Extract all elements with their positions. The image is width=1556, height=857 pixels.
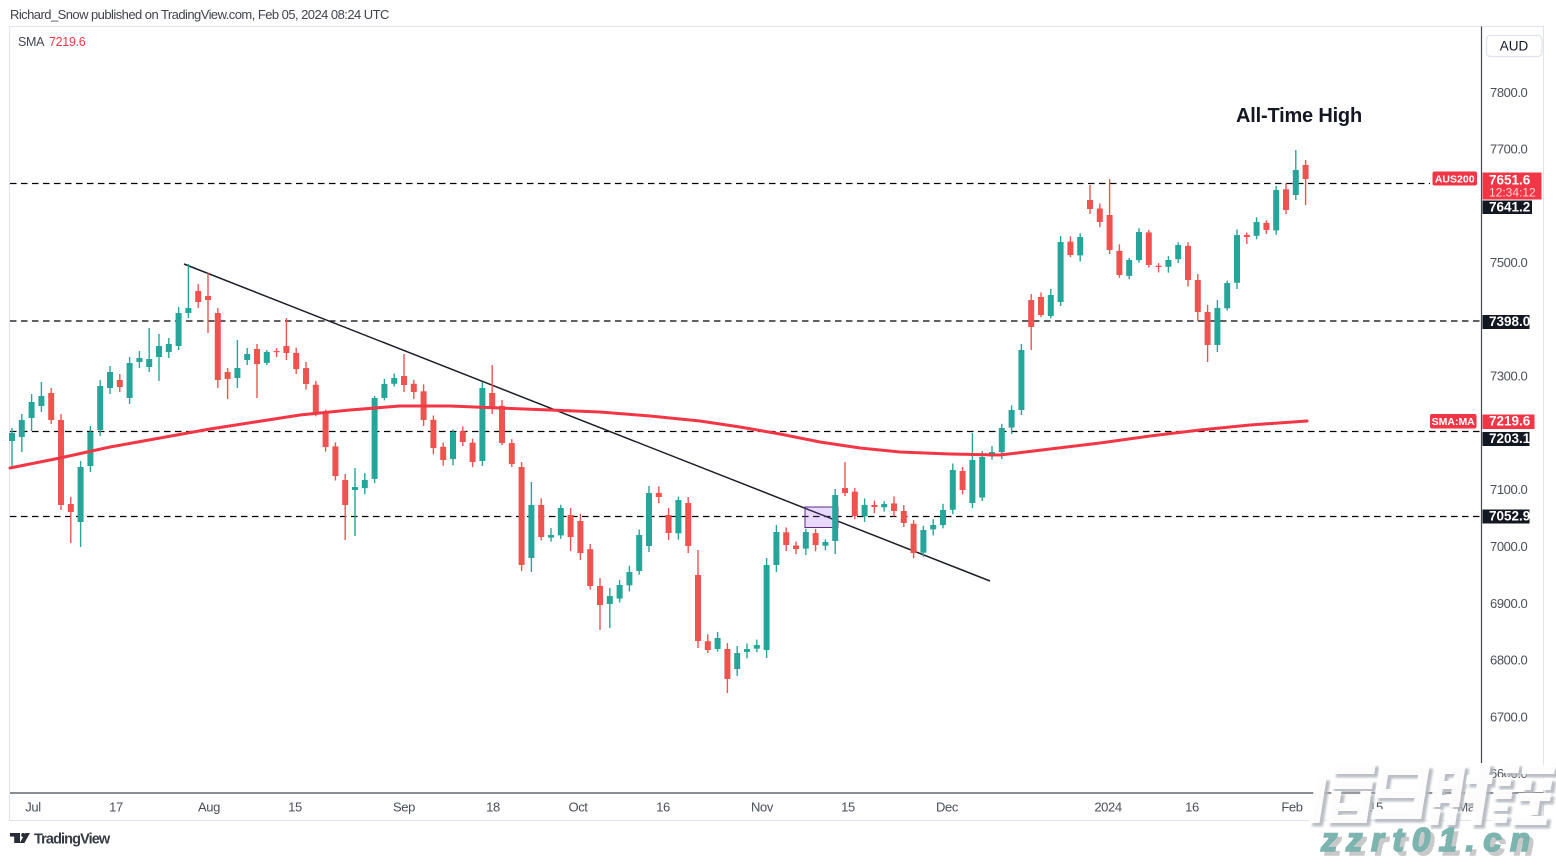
svg-text:zzrt01.cn: zzrt01.cn	[1320, 821, 1539, 857]
svg-text:Jul: Jul	[25, 800, 41, 815]
svg-text:15: 15	[288, 800, 302, 815]
svg-text:7651.6: 7651.6	[1489, 173, 1531, 188]
svg-text:zzrt01.cn: zzrt01.cn	[1324, 825, 1543, 857]
svg-text:AUS200: AUS200	[1435, 174, 1475, 186]
svg-text:SMA: SMA	[18, 35, 45, 49]
svg-text:16: 16	[1185, 800, 1199, 815]
svg-text:12:34:12: 12:34:12	[1489, 186, 1536, 200]
svg-text:7203.1: 7203.1	[1489, 431, 1531, 446]
svg-text:Feb: Feb	[1281, 800, 1302, 815]
svg-text:17: 17	[109, 800, 123, 815]
svg-text:7300.0: 7300.0	[1490, 369, 1528, 384]
svg-text:6800.0: 6800.0	[1490, 653, 1528, 668]
svg-text:AUD: AUD	[1500, 39, 1529, 54]
svg-text:2024: 2024	[1094, 800, 1121, 815]
svg-text:15: 15	[841, 800, 855, 815]
svg-text:TradingView: TradingView	[34, 832, 111, 848]
svg-text:7219.6: 7219.6	[1489, 414, 1531, 429]
svg-text:18: 18	[486, 800, 500, 815]
svg-text:7000.0: 7000.0	[1490, 539, 1528, 554]
svg-text:Dec: Dec	[936, 800, 959, 815]
svg-text:All-Time High: All-Time High	[1236, 105, 1362, 127]
svg-text:7219.6: 7219.6	[49, 35, 86, 49]
svg-text:7052.9: 7052.9	[1489, 509, 1530, 524]
svg-text:7398.0: 7398.0	[1489, 314, 1530, 329]
svg-text:Richard_Snow published on Trad: Richard_Snow published on TradingView.co…	[10, 7, 389, 22]
svg-text:6700.0: 6700.0	[1490, 710, 1528, 725]
svg-text:6900.0: 6900.0	[1490, 596, 1528, 611]
svg-text:Nov: Nov	[751, 800, 774, 815]
svg-text:16: 16	[656, 800, 670, 815]
svg-text:7700.0: 7700.0	[1490, 142, 1528, 157]
svg-text:7641.2: 7641.2	[1489, 200, 1530, 215]
svg-text:Sep: Sep	[393, 800, 415, 815]
svg-text:Oct: Oct	[568, 800, 588, 815]
svg-text:7100.0: 7100.0	[1490, 482, 1528, 497]
svg-text:7500.0: 7500.0	[1490, 255, 1528, 270]
svg-text:SMA:MA: SMA:MA	[1432, 416, 1476, 428]
svg-text:Aug: Aug	[198, 800, 220, 815]
svg-text:7800.0: 7800.0	[1490, 85, 1528, 100]
